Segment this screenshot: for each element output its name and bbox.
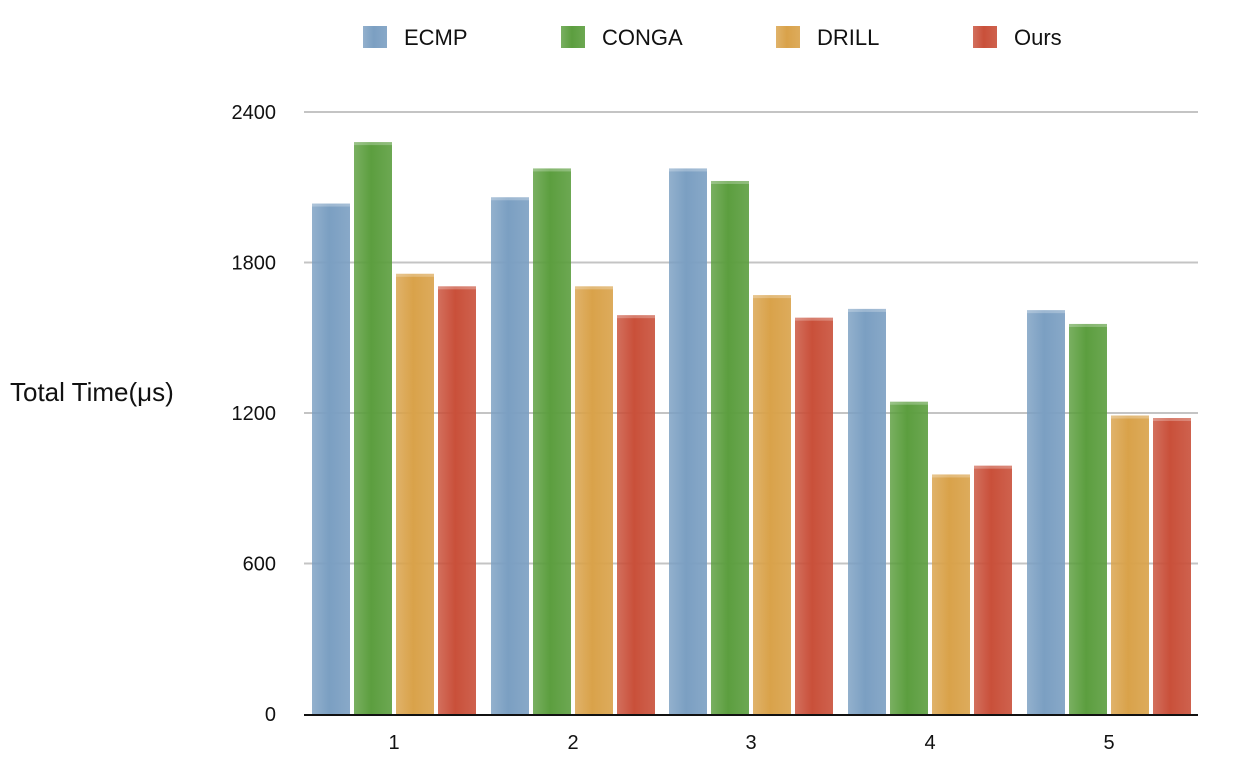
bar-ecmp-3 <box>669 168 707 714</box>
bar-ecmp-1 <box>312 203 350 714</box>
bar-highlight <box>533 168 571 172</box>
y-tick-label: 1800 <box>232 253 277 275</box>
bar-highlight <box>312 203 350 207</box>
bar-conga-3 <box>711 180 749 714</box>
bar-highlight <box>575 286 613 290</box>
bar-highlight <box>848 308 886 312</box>
bar-highlight <box>974 465 1012 469</box>
bar-highlight <box>617 315 655 319</box>
bar-ours-1 <box>438 286 476 714</box>
bar-highlight <box>669 168 707 172</box>
bar-highlight <box>354 142 392 146</box>
bar-ecmp-2 <box>491 197 529 715</box>
y-tick-label: 1200 <box>232 403 277 425</box>
legend-item-ours: Ours <box>973 25 1062 50</box>
bar-highlight <box>753 295 791 299</box>
bar-highlight <box>491 197 529 201</box>
legend-item-ecmp: ECMP <box>363 25 468 50</box>
bar-conga-1 <box>354 142 392 715</box>
x-tick-label: 5 <box>1103 732 1114 754</box>
bar-ecmp-4 <box>848 308 886 714</box>
x-tick-label: 2 <box>567 732 578 754</box>
bar-highlight <box>932 474 970 478</box>
legend-label: ECMP <box>404 25 468 50</box>
bar-conga-5 <box>1069 323 1107 714</box>
bar-drill-5 <box>1111 415 1149 714</box>
bar-highlight <box>1153 418 1191 422</box>
y-tick-label: 2400 <box>232 102 277 124</box>
y-tick-label: 600 <box>243 554 276 576</box>
bar-ecmp-5 <box>1027 310 1065 714</box>
bar-highlight <box>1069 323 1107 327</box>
bar-conga-2 <box>533 168 571 714</box>
bar-conga-4 <box>890 401 928 714</box>
x-tick-label: 3 <box>745 732 756 754</box>
bar-drill-3 <box>753 295 791 714</box>
x-tick-label: 4 <box>924 732 935 754</box>
legend-swatch <box>363 26 387 48</box>
y-tick-label: 0 <box>265 704 276 726</box>
y-tick-labels: 0 600 1200 1800 2400 <box>232 102 277 726</box>
x-tick-labels: 1 2 3 4 5 <box>388 732 1114 754</box>
legend-swatch <box>561 26 585 48</box>
legend-swatch <box>973 26 997 48</box>
bar-highlight <box>711 180 749 184</box>
bar-highlight <box>396 273 434 277</box>
legend: ECMP CONGA DRILL Ours <box>363 25 1062 50</box>
bar-ours-2 <box>617 315 655 714</box>
bar-highlight <box>1027 310 1065 314</box>
legend-label: CONGA <box>602 25 683 50</box>
legend-label: DRILL <box>817 25 879 50</box>
bar-drill-1 <box>396 273 434 714</box>
bar-highlight <box>1111 415 1149 419</box>
bar-ours-3 <box>795 317 833 714</box>
bar-highlight <box>795 317 833 321</box>
bar-drill-4 <box>932 474 970 714</box>
legend-swatch <box>776 26 800 48</box>
y-axis-label: Total Time(μs) <box>10 377 174 407</box>
bar-ours-5 <box>1153 418 1191 714</box>
bar-ours-4 <box>974 465 1012 714</box>
legend-label: Ours <box>1014 25 1062 50</box>
bar-drill-2 <box>575 286 613 714</box>
bar-highlight <box>890 401 928 405</box>
bar-highlight <box>438 286 476 290</box>
legend-item-conga: CONGA <box>561 25 683 50</box>
legend-item-drill: DRILL <box>776 25 879 50</box>
bars <box>312 142 1191 715</box>
x-tick-label: 1 <box>388 732 399 754</box>
